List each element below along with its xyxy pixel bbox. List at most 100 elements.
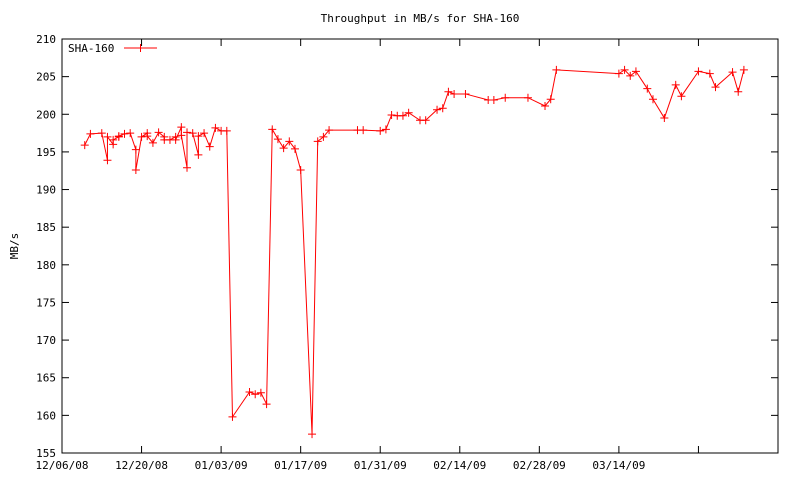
- data-point-marker: [183, 163, 192, 172]
- data-point-marker: [200, 129, 209, 138]
- data-point-marker: [643, 84, 652, 93]
- data-point-marker: [552, 65, 561, 74]
- data-point-marker: [541, 101, 550, 110]
- y-tick-label: 170: [36, 334, 56, 347]
- data-point-marker: [433, 105, 442, 114]
- data-point-marker: [262, 400, 271, 409]
- y-tick-label: 190: [36, 184, 56, 197]
- data-point-marker: [325, 126, 334, 135]
- data-point-marker: [97, 129, 106, 138]
- data-point-marker: [728, 68, 737, 77]
- data-point-marker: [194, 132, 203, 141]
- y-tick-label: 180: [36, 259, 56, 272]
- legend-line: [124, 44, 157, 52]
- data-point-marker: [620, 65, 629, 74]
- y-tick-label: 155: [36, 447, 56, 460]
- data-point-marker: [268, 125, 277, 134]
- data-point-marker: [501, 93, 510, 102]
- data-point-marker: [245, 388, 254, 397]
- data-point-marker: [256, 388, 265, 397]
- data-point-marker: [523, 93, 532, 102]
- data-point-marker: [290, 144, 299, 153]
- data-point-marker: [660, 114, 669, 123]
- x-tick-label: 02/28/09: [513, 459, 566, 472]
- data-point-marker: [631, 67, 640, 76]
- data-point-marker: [450, 89, 459, 98]
- data-point-marker: [103, 132, 112, 141]
- data-point-marker: [86, 129, 95, 138]
- data-point-marker: [677, 92, 686, 101]
- x-axis: 12/06/08 12/20/08 01/03/09 01/17/09 01/31/09…: [36, 39, 779, 472]
- data-point-marker: [387, 111, 396, 120]
- data-point-marker: [376, 126, 385, 135]
- data-point-marker: [461, 89, 470, 98]
- data-point-marker: [546, 95, 555, 104]
- legend: SHA-160: [68, 42, 157, 55]
- data-point-marker: [398, 111, 407, 120]
- plot-frame: [61, 38, 779, 454]
- data-point-marker: [137, 132, 146, 141]
- x-tick-label: 01/17/09: [274, 459, 327, 472]
- data-point-marker: [404, 108, 413, 117]
- y-tick-label: 175: [36, 296, 56, 309]
- data-point-marker: [694, 67, 703, 76]
- data-point-marker: [222, 126, 231, 135]
- data-point-marker: [171, 135, 180, 144]
- data-point-marker: [143, 132, 152, 141]
- y-tick-label: 160: [36, 409, 56, 422]
- data-point-marker: [359, 126, 368, 135]
- data-point-marker: [648, 95, 657, 104]
- data-point-marker: [711, 83, 720, 92]
- data-point-marker: [626, 71, 635, 80]
- data-point-marker: [228, 412, 237, 421]
- data-point-marker: [251, 390, 260, 399]
- x-tick-label: 03/14/09: [592, 459, 645, 472]
- x-tick-label: 01/31/09: [354, 459, 407, 472]
- series-sha-160: [80, 65, 748, 439]
- data-point-marker: [273, 135, 282, 144]
- chart-title: Throughput in MB/s for SHA-160: [321, 12, 520, 25]
- data-point-marker: [734, 87, 743, 96]
- data-point-marker: [705, 69, 714, 78]
- series-line: [84, 69, 745, 435]
- legend-label: SHA-160: [68, 42, 114, 55]
- data-point-marker: [285, 137, 294, 146]
- data-point-marker: [381, 125, 390, 134]
- data-point-marker: [308, 430, 317, 439]
- y-tick-label: 205: [36, 71, 56, 84]
- data-point-marker: [211, 123, 220, 132]
- data-point-marker: [120, 129, 129, 138]
- data-point-marker: [154, 128, 163, 137]
- data-point-marker: [489, 95, 498, 104]
- x-tick-label: 12/20/08: [115, 459, 168, 472]
- data-point-marker: [739, 65, 748, 74]
- y-tick-label: 185: [36, 221, 56, 234]
- data-point-marker: [114, 132, 123, 141]
- x-tick-label: 01/03/09: [195, 459, 248, 472]
- y-tick-label: 165: [36, 372, 56, 385]
- data-point-marker: [131, 165, 140, 174]
- x-tick-label: 02/14/09: [433, 459, 486, 472]
- data-point-marker: [177, 131, 186, 140]
- data-point-marker: [136, 44, 145, 52]
- data-point-marker: [296, 165, 305, 174]
- y-tick-label: 195: [36, 146, 56, 159]
- data-point-marker: [103, 156, 112, 165]
- data-point-marker: [131, 145, 140, 154]
- y-axis: 155 160 165 170 175 180 185 190 195 200 205 210: [36, 33, 778, 460]
- y-tick-label: 200: [36, 108, 56, 121]
- data-point-marker: [109, 135, 118, 144]
- data-point-marker: [188, 129, 197, 138]
- data-point-marker: [194, 150, 203, 159]
- data-point-marker: [148, 138, 157, 147]
- data-point-marker: [421, 116, 430, 125]
- data-point-marker: [319, 132, 328, 141]
- data-point-marker: [438, 104, 447, 113]
- data-point-marker: [444, 87, 453, 96]
- data-point-marker: [177, 123, 186, 132]
- data-point-marker: [183, 128, 192, 137]
- y-axis-label: MB/s: [8, 233, 21, 260]
- data-point-marker: [205, 142, 214, 151]
- data-point-marker: [80, 141, 89, 150]
